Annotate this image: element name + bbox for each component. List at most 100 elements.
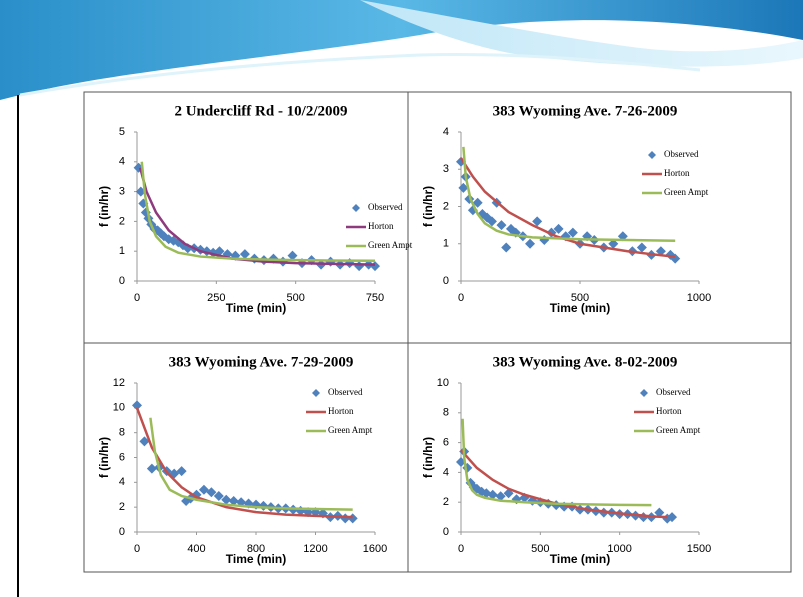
legend-label: Horton: [656, 406, 682, 416]
chart-title: 383 Wyoming Ave. 7-29-2009: [169, 354, 354, 370]
data-point: [201, 246, 212, 257]
chart-title: 383 Wyoming Ave. 7-26-2009: [493, 103, 678, 119]
data-point: [239, 249, 250, 260]
legend-label: Horton: [368, 221, 394, 231]
legend-label: Horton: [664, 168, 690, 178]
legend-marker: [312, 389, 320, 397]
chart-title: 2 Undercliff Rd - 10/2/2009: [174, 103, 347, 119]
x-tick-label: 800: [247, 543, 265, 555]
x-axis-title: Time (min): [226, 301, 286, 315]
y-tick-label: 3: [443, 163, 449, 175]
x-axis-title: Time (min): [550, 301, 610, 315]
fit-line: [149, 417, 353, 511]
header-wave: [0, 0, 803, 100]
y-tick-label: 3: [119, 186, 125, 198]
y-tick-label: 4: [119, 156, 125, 168]
data-point: [221, 494, 232, 505]
y-tick-label: 6: [119, 451, 125, 463]
data-point: [608, 238, 619, 249]
x-tick-label: 0: [458, 292, 464, 304]
legend-label: Horton: [328, 406, 354, 416]
data-point: [495, 491, 506, 502]
y-tick-label: 2: [119, 501, 125, 513]
x-tick-label: 500: [286, 292, 304, 304]
data-point: [176, 466, 187, 477]
data-point: [553, 223, 564, 234]
chart-title: 383 Wyoming Ave. 8-02-2009: [493, 354, 678, 370]
data-point: [458, 182, 469, 193]
legend-label: Observed: [328, 387, 363, 397]
data-point: [132, 400, 142, 411]
y-tick-label: 4: [443, 126, 449, 138]
data-point: [139, 436, 150, 447]
x-tick-label: 1500: [687, 543, 711, 555]
data-point: [287, 250, 298, 261]
x-tick-label: 750: [366, 292, 384, 304]
fit-line: [461, 418, 652, 507]
data-point: [487, 489, 498, 500]
data-point: [146, 463, 157, 474]
y-tick-label: 10: [437, 377, 449, 389]
data-point: [496, 220, 507, 231]
y-tick-label: 8: [443, 407, 449, 419]
x-axis-title: Time (min): [226, 552, 286, 566]
data-point: [486, 216, 497, 227]
y-tick-label: 5: [119, 126, 125, 138]
data-point: [636, 242, 647, 253]
data-point: [567, 227, 578, 238]
x-tick-label: 1200: [303, 543, 327, 555]
data-point: [655, 246, 666, 257]
y-axis-title: f (in/hr): [97, 437, 111, 478]
fit-line: [459, 157, 676, 259]
data-point: [654, 507, 665, 518]
x-tick-label: 500: [571, 292, 589, 304]
fit-line: [138, 167, 376, 266]
x-tick-label: 0: [134, 543, 140, 555]
x-tick-label: 500: [531, 543, 549, 555]
y-tick-label: 2: [443, 200, 449, 212]
x-tick-label: 0: [458, 543, 464, 555]
data-point: [532, 216, 543, 227]
y-tick-label: 0: [119, 526, 125, 538]
y-tick-label: 0: [443, 526, 449, 538]
legend-label: Green Ampt: [328, 425, 373, 435]
legend-label: Observed: [656, 387, 691, 397]
y-tick-label: 1: [443, 238, 449, 250]
y-tick-label: 0: [443, 275, 449, 287]
data-point: [472, 197, 483, 208]
fit-line: [462, 146, 676, 243]
fit-line: [460, 449, 668, 519]
data-point: [501, 242, 512, 253]
legend-marker: [648, 151, 656, 159]
fit-line: [140, 161, 376, 262]
y-tick-label: 1: [119, 245, 125, 257]
data-point: [525, 238, 536, 249]
y-tick-label: 0: [119, 275, 125, 287]
x-tick-label: 400: [187, 543, 205, 555]
legend-label: Green Ampt: [656, 425, 701, 435]
y-tick-label: 6: [443, 437, 449, 449]
legend-marker: [640, 389, 648, 397]
x-tick-label: 250: [207, 292, 225, 304]
data-point: [230, 250, 241, 261]
y-tick-label: 12: [113, 377, 125, 389]
data-point: [206, 487, 217, 498]
y-tick-label: 2: [443, 496, 449, 508]
y-axis-title: f (in/hr): [421, 186, 435, 227]
legend-marker: [352, 204, 360, 212]
x-tick-label: 1000: [607, 543, 631, 555]
y-tick-label: 4: [119, 476, 125, 488]
legend-label: Observed: [664, 149, 699, 159]
data-point: [228, 495, 239, 506]
y-axis-title: f (in/hr): [97, 186, 111, 227]
y-tick-label: 8: [119, 427, 125, 439]
y-axis-title: f (in/hr): [421, 437, 435, 478]
x-tick-label: 1000: [687, 292, 711, 304]
y-tick-label: 10: [113, 402, 125, 414]
legend-label: Observed: [368, 202, 403, 212]
y-tick-label: 2: [119, 215, 125, 227]
x-tick-label: 1600: [363, 543, 387, 555]
data-point: [213, 490, 224, 501]
legend-label: Green Ampt: [368, 240, 413, 250]
